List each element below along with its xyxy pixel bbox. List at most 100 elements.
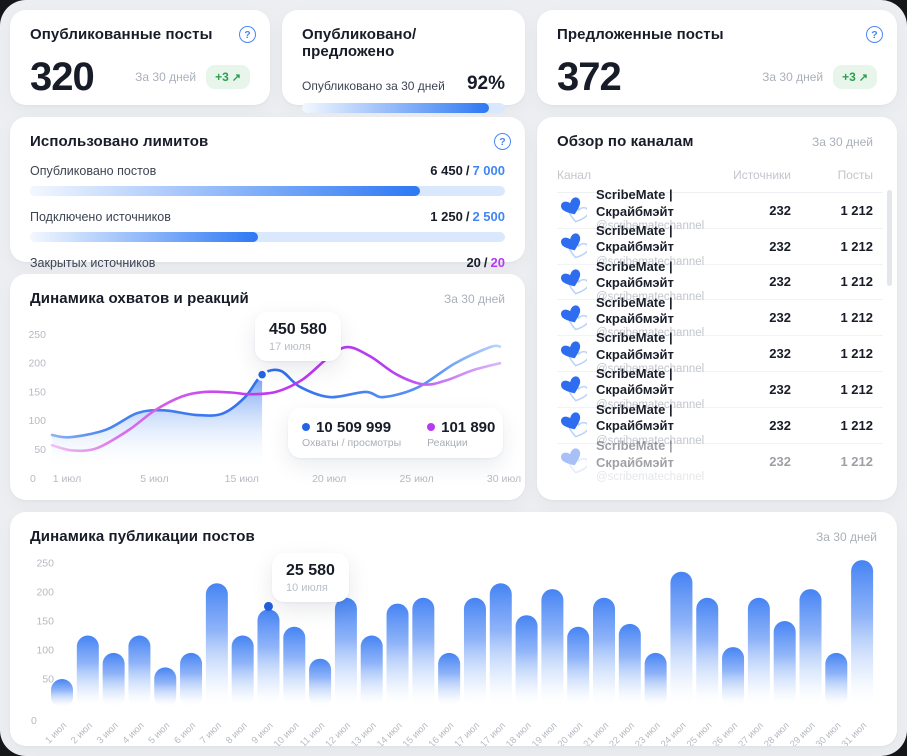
channels-table-body: ScribeMate | Скрайбмэйт @scribematechanne… bbox=[557, 187, 883, 483]
table-row[interactable]: ScribeMate | Скрайбмэйт @scribematechanne… bbox=[557, 223, 883, 268]
limit-max: 2 500 bbox=[472, 209, 505, 224]
scribemate-logo-icon bbox=[560, 340, 587, 367]
bar bbox=[696, 597, 719, 708]
limit-row-sources: Подключено источников 1 250/2 500 bbox=[30, 209, 505, 242]
svg-text:0: 0 bbox=[31, 715, 37, 727]
channel-posts: 1 212 bbox=[840, 238, 873, 254]
bar bbox=[128, 635, 151, 708]
bar bbox=[154, 667, 177, 708]
channel-handle: @scribematechannel bbox=[596, 219, 705, 232]
bar-chart-canvas[interactable]: 50 100 150 200 250 0 1 июл 2 июл 3 июл 4 июл 5 июл… bbox=[10, 512, 897, 746]
column-header-sources: Источники bbox=[733, 168, 791, 182]
column-header-channel: Канал bbox=[557, 168, 591, 182]
trend-up-icon: ↗ bbox=[858, 71, 868, 84]
svg-text:50: 50 bbox=[34, 444, 46, 456]
bar bbox=[722, 647, 745, 708]
table-row[interactable]: ScribeMate | Скрайбмэйт @scribematechanne… bbox=[557, 187, 883, 232]
limit-row-posts: Опубликовано постов 6 450/7 000 bbox=[30, 163, 505, 196]
reach-chart-card: Динамика охватов и реакций За 30 дней 50… bbox=[10, 274, 525, 500]
published-posts-value: 320 bbox=[30, 55, 95, 99]
legend-label: Охваты / просмотры bbox=[302, 436, 402, 449]
table-row[interactable]: ScribeMate | Скрайбмэйт @scribematechanne… bbox=[557, 330, 883, 375]
bar bbox=[567, 626, 590, 708]
scribemate-logo-icon bbox=[560, 376, 587, 402]
table-row[interactable]: ScribeMate | Скрайбмэйт @scribematechanne… bbox=[557, 438, 883, 483]
bar bbox=[670, 571, 693, 708]
limit-separator: / bbox=[465, 209, 470, 224]
channel-posts: 1 212 bbox=[840, 346, 873, 362]
svg-text:7 июл: 7 июл bbox=[198, 720, 224, 746]
column-header-posts: Посты bbox=[837, 168, 873, 182]
svg-text:200: 200 bbox=[36, 587, 54, 599]
svg-text:30 июл: 30 июл bbox=[487, 473, 521, 485]
bar-chart-title: Динамика публикации постов bbox=[30, 528, 255, 545]
bar bbox=[205, 583, 228, 708]
bar bbox=[51, 679, 73, 708]
ratio-progress-track bbox=[302, 103, 505, 113]
header-divider bbox=[557, 192, 883, 193]
channel-name: ScribeMate | Скрайбмэйт bbox=[596, 402, 674, 434]
bar bbox=[76, 635, 99, 708]
channel-name: ScribeMate | Скрайбмэйт bbox=[596, 187, 674, 219]
scribemate-logo-icon bbox=[560, 197, 587, 223]
legend-dot-purple bbox=[427, 423, 436, 431]
chart-legend: 10 509 999 Охваты / просмотры 101 890 Ре… bbox=[288, 408, 503, 458]
svg-text:4 июл: 4 июл bbox=[121, 720, 147, 746]
svg-text:250: 250 bbox=[36, 558, 54, 570]
svg-text:100: 100 bbox=[28, 415, 46, 427]
posts-bar-chart-card: Динамика публикации постов За 30 дней 50… bbox=[10, 512, 897, 746]
legend-item-reach: 10 509 999 Охваты / просмотры bbox=[288, 412, 413, 455]
channel-handle: @scribematechannel bbox=[596, 291, 705, 304]
ratio-card: Опубликовано/предложено Опубликовано за … bbox=[282, 10, 525, 113]
tooltip-date: 17 июля bbox=[269, 341, 311, 353]
table-row[interactable]: ScribeMate | Скрайбмэйт @scribematechanne… bbox=[557, 259, 883, 303]
channel-name: ScribeMate | Скрайбмэйт bbox=[596, 330, 674, 362]
channel-sources: 232 bbox=[769, 346, 791, 362]
svg-text:5 июл: 5 июл bbox=[146, 720, 172, 746]
bar bbox=[825, 652, 848, 708]
table-row[interactable]: ScribeMate | Скрайбмэйт @scribematechanne… bbox=[557, 295, 883, 339]
channel-posts: 1 212 bbox=[840, 381, 873, 397]
bar bbox=[593, 597, 616, 708]
svg-text:20 июл: 20 июл bbox=[312, 473, 346, 485]
ratio-percent: 92% bbox=[466, 73, 505, 94]
help-icon[interactable]: ? bbox=[866, 26, 883, 43]
bar bbox=[747, 597, 770, 708]
ratio-progress-fill bbox=[302, 103, 489, 113]
svg-text:1 июл: 1 июл bbox=[43, 720, 69, 746]
tooltip-value: 25 580 bbox=[286, 562, 335, 579]
bar bbox=[463, 597, 486, 708]
help-icon[interactable]: ? bbox=[239, 26, 256, 43]
delta-badge: +3 ↗ bbox=[206, 65, 250, 89]
trend-up-icon: ↗ bbox=[231, 71, 241, 84]
limit-label: Закрытых источников bbox=[30, 256, 156, 270]
bar bbox=[438, 652, 461, 708]
svg-text:150: 150 bbox=[36, 616, 54, 628]
scribemate-logo-icon bbox=[560, 269, 587, 295]
bar bbox=[309, 658, 332, 708]
svg-text:0: 0 bbox=[30, 473, 36, 485]
svg-text:100: 100 bbox=[36, 645, 54, 657]
channel-handle: @scribematechannel bbox=[596, 470, 705, 483]
tooltip-date: 10 июля bbox=[286, 582, 328, 594]
bar bbox=[386, 603, 409, 708]
channels-overview-card: Обзор по каналам За 30 дней Канал Источн… bbox=[537, 117, 897, 500]
table-row[interactable]: ScribeMate | Скрайбмэйт @scribematechanne… bbox=[557, 402, 883, 447]
period-label: За 30 дней bbox=[444, 292, 505, 306]
limits-card: Использовано лимитов ? Опубликовано пост… bbox=[10, 117, 525, 288]
limit-label: Опубликовано постов bbox=[30, 164, 157, 178]
table-row[interactable]: ScribeMate | Скрайбмэйт @scribematechanne… bbox=[557, 366, 883, 411]
bar bbox=[515, 615, 538, 708]
help-icon[interactable]: ? bbox=[494, 133, 511, 150]
legend-value: 10 509 999 bbox=[316, 418, 392, 436]
bar bbox=[102, 652, 125, 708]
bar bbox=[334, 597, 357, 708]
delta-badge: +3 ↗ bbox=[833, 65, 877, 89]
bar bbox=[799, 589, 822, 708]
scrollbar-thumb[interactable] bbox=[887, 190, 892, 286]
published-posts-title: Опубликованные посты bbox=[30, 26, 213, 43]
bar bbox=[180, 652, 203, 708]
